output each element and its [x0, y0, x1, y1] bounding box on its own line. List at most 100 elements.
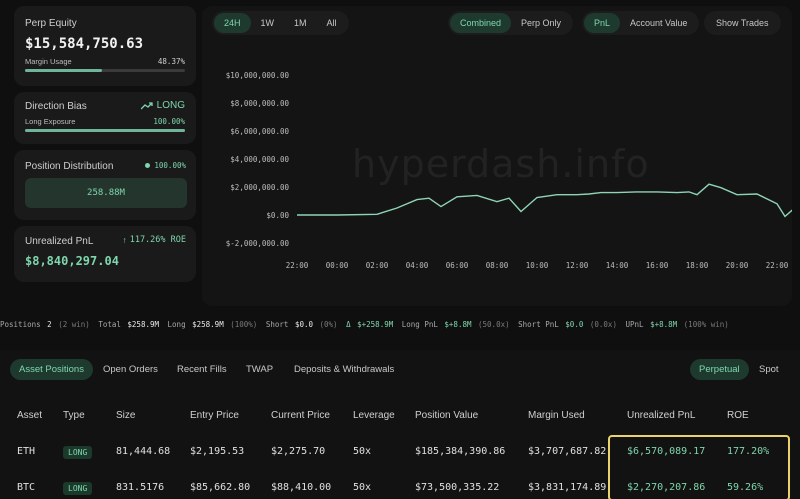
x-tick-label: 18:00 [686, 261, 709, 270]
arrow-up-icon: ↑ [122, 235, 127, 245]
distribution-percent: 100.00% [145, 161, 186, 170]
x-tick-label: 02:00 [366, 261, 389, 270]
header-roe[interactable]: ROE [727, 410, 749, 421]
perp-equity-card: Perp Equity $15,584,750.63 Margin Usage … [14, 6, 196, 86]
short-pct: (0%) [319, 320, 338, 329]
stat-short: Short $0.0 (0%) [266, 320, 340, 329]
tab-twap[interactable]: TWAP [246, 364, 274, 375]
unrealized-pnl-title: Unrealized PnL [25, 236, 94, 247]
pnl-highlight-box [608, 435, 790, 499]
perpetual-toggle[interactable]: Perpetual [690, 359, 749, 380]
mode-selector: Combined Perp Only [448, 11, 574, 35]
combined-button[interactable]: Combined [450, 13, 512, 33]
upnl-label: UPnL [625, 320, 644, 329]
pnl-button[interactable]: PnL [584, 13, 621, 33]
x-tick-label: 16:00 [646, 261, 669, 270]
direction-bias-card: Direction Bias LONG Long Exposure 100.00… [14, 92, 196, 144]
stat-upnl: UPnL $+8.8M (100% win) [625, 320, 730, 329]
stat-total: Total $258.9M [98, 320, 161, 329]
range-1m-button[interactable]: 1M [294, 18, 307, 28]
x-tick-label: 00:00 [326, 261, 349, 270]
delta-icon: Δ [346, 320, 351, 329]
cell-position-value: $73,500,335.22 [415, 482, 500, 493]
pnl-chart-panel: 24H 1W 1M All Combined Perp Only PnL Acc… [202, 6, 792, 306]
trending-up-icon [140, 101, 153, 109]
dot-icon [145, 163, 151, 168]
cell-asset: ETH [17, 446, 36, 457]
header-current-price[interactable]: Current Price [271, 410, 330, 421]
long-pnl-label: Long PnL [401, 320, 438, 329]
x-tick-label: 22:00 [286, 261, 309, 270]
short-value: $0.0 [294, 320, 313, 329]
header-size[interactable]: Size [116, 410, 136, 421]
pnl-series-line[interactable] [297, 83, 792, 218]
distribution-bar[interactable]: 258.88M [25, 178, 187, 208]
distribution-percent-value: 100.00% [154, 161, 186, 170]
stat-short-pnl: Short PnL $0.0 (0.0x) [518, 320, 619, 329]
time-range-selector: 24H 1W 1M All [212, 11, 349, 35]
total-label: Total [98, 320, 121, 329]
stat-long-pnl: Long PnL $+8.8M (50.0x) [402, 320, 512, 329]
y-tick-label: $8,000,000.00 [230, 99, 289, 108]
x-tick-label: 10:00 [526, 261, 549, 270]
spot-toggle[interactable]: Spot [759, 364, 779, 375]
cell-margin-used: $3,707,687.82 [528, 446, 607, 457]
header-leverage[interactable]: Leverage [353, 410, 395, 421]
x-tick-label: 06:00 [446, 261, 469, 270]
account-value-button[interactable]: Account Value [630, 18, 688, 28]
long-label: Long [167, 320, 186, 329]
header-asset[interactable]: Asset [17, 410, 43, 421]
tab-recent-fills[interactable]: Recent Fills [177, 364, 227, 375]
x-tick-label: 14:00 [606, 261, 629, 270]
cell-current-price: $2,275.70 [271, 446, 326, 457]
long-value: $258.9M [192, 320, 224, 329]
unrealized-pnl-card: Unrealized PnL ↑ 117.26% ROE $8,840,297.… [14, 226, 196, 282]
y-tick-label: $0.00 [266, 211, 289, 220]
y-tick-label: $2,000,000.00 [230, 183, 289, 192]
cell-entry-price: $85,662.80 [190, 482, 251, 493]
header-margin-used[interactable]: Margin Used [528, 410, 585, 421]
pnl-line-chart[interactable]: $10,000,000.00 $8,000,000.00 $6,000,000.00… [202, 6, 792, 306]
x-tick-label: 12:00 [566, 261, 589, 270]
long-exposure-value: 100.00% [153, 117, 185, 126]
x-tick-label: 22:00 [766, 261, 789, 270]
range-24h-button[interactable]: 24H [214, 13, 251, 33]
cell-size: 81,444.68 [116, 446, 171, 457]
stat-delta: Δ $+258.9M [346, 320, 395, 329]
show-trades-toggle: Show Trades [704, 11, 781, 35]
total-value: $258.9M [127, 320, 160, 329]
tab-deposits-withdrawals[interactable]: Deposits & Withdrawals [294, 364, 395, 375]
cell-margin-used: $3,831,174.89 [528, 482, 607, 493]
cell-size: 831.5176 [116, 482, 165, 493]
margin-usage-value: 48.37% [157, 57, 185, 66]
positions-stats-strip: Positions 2 (2 win) Total $258.9M Long $… [0, 320, 800, 336]
y-tick-label: $6,000,000.00 [230, 127, 289, 136]
y-tick-label: $10,000,000.00 [226, 71, 290, 80]
show-trades-button[interactable]: Show Trades [716, 18, 769, 28]
perp-equity-value: $15,584,750.63 [25, 36, 144, 52]
x-tick-label: 04:00 [406, 261, 429, 270]
header-position-value[interactable]: Position Value [415, 410, 479, 421]
position-distribution-card: Position Distribution 100.00% 258.88M [14, 150, 196, 220]
perp-only-button[interactable]: Perp Only [521, 18, 562, 28]
stat-long: Long $258.9M (100%) [168, 320, 260, 329]
cell-asset: BTC [17, 482, 36, 493]
header-entry-price[interactable]: Entry Price [190, 410, 239, 421]
direction-bias-value: LONG [156, 100, 185, 111]
range-1w-button[interactable]: 1W [260, 18, 275, 28]
header-unrealized-pnl[interactable]: Unrealized PnL [627, 410, 696, 421]
positions-count: 2 [47, 320, 52, 329]
positions-label: Positions [0, 320, 41, 329]
position-distribution-title: Position Distribution [25, 161, 114, 172]
long-pnl-x: (50.0x) [478, 320, 510, 329]
direction-bias-indicator: LONG [140, 100, 185, 111]
tab-open-orders[interactable]: Open Orders [103, 364, 158, 375]
short-pnl-label: Short PnL [518, 320, 559, 329]
range-all-button[interactable]: All [326, 18, 337, 28]
header-type[interactable]: Type [63, 410, 85, 421]
tab-asset-positions[interactable]: Asset Positions [10, 359, 93, 380]
long-exposure-fill [25, 129, 185, 132]
cell-unrealized-pnl: $6,570,089.17 [627, 446, 706, 457]
cell-roe: 59.26% [727, 482, 764, 493]
y-tick-label: $4,000,000.00 [230, 155, 289, 164]
